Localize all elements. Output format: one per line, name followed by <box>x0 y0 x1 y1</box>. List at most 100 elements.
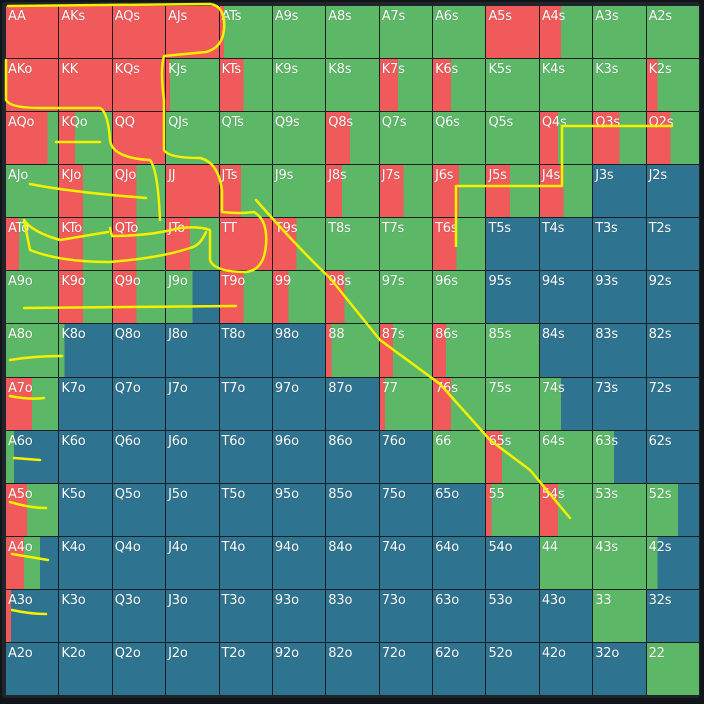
hand-cell-AQo[interactable]: AQo <box>6 112 59 165</box>
hand-cell-93s[interactable]: 93s <box>593 271 646 324</box>
hand-cell-QJs[interactable]: QJs <box>166 112 219 165</box>
hand-cell-99[interactable]: 99 <box>272 271 326 324</box>
hand-cell-74o[interactable]: 74o <box>379 536 433 589</box>
hand-cell-T7o[interactable]: T7o <box>219 377 272 430</box>
hand-cell-J3s[interactable]: J3s <box>593 165 646 218</box>
hand-cell-52s[interactable]: 52s <box>646 483 699 536</box>
hand-cell-64s[interactable]: 64s <box>539 430 593 483</box>
hand-cell-63o[interactable]: 63o <box>433 589 486 642</box>
hand-cell-88[interactable]: 88 <box>326 324 379 377</box>
hand-cell-94s[interactable]: 94s <box>539 271 593 324</box>
hand-cell-T2s[interactable]: T2s <box>646 218 699 271</box>
hand-cell-92s[interactable]: 92s <box>646 271 699 324</box>
hand-cell-77[interactable]: 77 <box>379 377 433 430</box>
hand-cell-75o[interactable]: 75o <box>379 483 433 536</box>
hand-cell-33[interactable]: 33 <box>593 589 646 642</box>
hand-cell-A3s[interactable]: A3s <box>593 6 646 59</box>
hand-cell-KJs[interactable]: KJs <box>166 59 219 112</box>
hand-cell-32s[interactable]: 32s <box>646 589 699 642</box>
hand-cell-K5o[interactable]: K5o <box>59 483 112 536</box>
hand-cell-97s[interactable]: 97s <box>379 271 433 324</box>
hand-cell-43o[interactable]: 43o <box>539 589 593 642</box>
hand-cell-T5o[interactable]: T5o <box>219 483 272 536</box>
hand-cell-Q5s[interactable]: Q5s <box>486 112 539 165</box>
hand-cell-J3o[interactable]: J3o <box>166 589 219 642</box>
hand-cell-74s[interactable]: 74s <box>539 377 593 430</box>
hand-cell-Q6s[interactable]: Q6s <box>433 112 486 165</box>
hand-cell-85o[interactable]: 85o <box>326 483 379 536</box>
hand-cell-Q9o[interactable]: Q9o <box>112 271 166 324</box>
hand-cell-A6o[interactable]: A6o <box>6 430 59 483</box>
hand-cell-Q3s[interactable]: Q3s <box>593 112 646 165</box>
hand-cell-AKo[interactable]: AKo <box>6 59 59 112</box>
hand-cell-AA[interactable]: AA <box>6 6 59 59</box>
hand-cell-J7o[interactable]: J7o <box>166 377 219 430</box>
hand-cell-J2o[interactable]: J2o <box>166 642 219 695</box>
hand-cell-KQo[interactable]: KQo <box>59 112 112 165</box>
hand-cell-J5o[interactable]: J5o <box>166 483 219 536</box>
hand-cell-QQ[interactable]: QQ <box>112 112 166 165</box>
hand-cell-T7s[interactable]: T7s <box>379 218 433 271</box>
hand-cell-42s[interactable]: 42s <box>646 536 699 589</box>
hand-cell-T3o[interactable]: T3o <box>219 589 272 642</box>
hand-cell-Q3o[interactable]: Q3o <box>112 589 166 642</box>
hand-cell-84o[interactable]: 84o <box>326 536 379 589</box>
hand-cell-97o[interactable]: 97o <box>272 377 326 430</box>
hand-cell-Q7o[interactable]: Q7o <box>112 377 166 430</box>
hand-cell-65o[interactable]: 65o <box>433 483 486 536</box>
hand-cell-T8s[interactable]: T8s <box>326 218 379 271</box>
hand-cell-T9o[interactable]: T9o <box>219 271 272 324</box>
hand-cell-T8o[interactable]: T8o <box>219 324 272 377</box>
hand-cell-83s[interactable]: 83s <box>593 324 646 377</box>
hand-cell-32o[interactable]: 32o <box>593 642 646 695</box>
hand-cell-K4s[interactable]: K4s <box>539 59 593 112</box>
hand-cell-J8s[interactable]: J8s <box>326 165 379 218</box>
hand-cell-Q2s[interactable]: Q2s <box>646 112 699 165</box>
hand-cell-72s[interactable]: 72s <box>646 377 699 430</box>
hand-cell-KJo[interactable]: KJo <box>59 165 112 218</box>
hand-cell-K9o[interactable]: K9o <box>59 271 112 324</box>
hand-cell-84s[interactable]: 84s <box>539 324 593 377</box>
hand-cell-A6s[interactable]: A6s <box>433 6 486 59</box>
hand-cell-T6o[interactable]: T6o <box>219 430 272 483</box>
hand-cell-Q6o[interactable]: Q6o <box>112 430 166 483</box>
hand-cell-52o[interactable]: 52o <box>486 642 539 695</box>
hand-cell-Q4o[interactable]: Q4o <box>112 536 166 589</box>
hand-cell-96o[interactable]: 96o <box>272 430 326 483</box>
hand-cell-K3s[interactable]: K3s <box>593 59 646 112</box>
hand-cell-T4o[interactable]: T4o <box>219 536 272 589</box>
hand-cell-Q4s[interactable]: Q4s <box>539 112 593 165</box>
hand-cell-82o[interactable]: 82o <box>326 642 379 695</box>
hand-cell-K4o[interactable]: K4o <box>59 536 112 589</box>
hand-cell-K6o[interactable]: K6o <box>59 430 112 483</box>
hand-cell-93o[interactable]: 93o <box>272 589 326 642</box>
hand-cell-J5s[interactable]: J5s <box>486 165 539 218</box>
hand-cell-A4o[interactable]: A4o <box>6 536 59 589</box>
hand-cell-J8o[interactable]: J8o <box>166 324 219 377</box>
hand-cell-K6s[interactable]: K6s <box>433 59 486 112</box>
hand-cell-A8s[interactable]: A8s <box>326 6 379 59</box>
hand-cell-96s[interactable]: 96s <box>433 271 486 324</box>
hand-cell-J9s[interactable]: J9s <box>272 165 326 218</box>
hand-cell-QTo[interactable]: QTo <box>112 218 166 271</box>
hand-cell-A4s[interactable]: A4s <box>539 6 593 59</box>
hand-cell-53s[interactable]: 53s <box>593 483 646 536</box>
hand-cell-KQs[interactable]: KQs <box>112 59 166 112</box>
hand-cell-KTs[interactable]: KTs <box>219 59 272 112</box>
hand-cell-TT[interactable]: TT <box>219 218 272 271</box>
hand-cell-Q2o[interactable]: Q2o <box>112 642 166 695</box>
hand-cell-K2s[interactable]: K2s <box>646 59 699 112</box>
hand-cell-54o[interactable]: 54o <box>486 536 539 589</box>
hand-cell-K8o[interactable]: K8o <box>59 324 112 377</box>
hand-cell-J6s[interactable]: J6s <box>433 165 486 218</box>
hand-cell-J7s[interactable]: J7s <box>379 165 433 218</box>
hand-cell-A2o[interactable]: A2o <box>6 642 59 695</box>
hand-cell-T9s[interactable]: T9s <box>272 218 326 271</box>
hand-cell-22[interactable]: 22 <box>646 642 699 695</box>
hand-cell-75s[interactable]: 75s <box>486 377 539 430</box>
hand-cell-KK[interactable]: KK <box>59 59 112 112</box>
hand-cell-A8o[interactable]: A8o <box>6 324 59 377</box>
hand-cell-J9o[interactable]: J9o <box>166 271 219 324</box>
hand-cell-76s[interactable]: 76s <box>433 377 486 430</box>
hand-cell-QTs[interactable]: QTs <box>219 112 272 165</box>
